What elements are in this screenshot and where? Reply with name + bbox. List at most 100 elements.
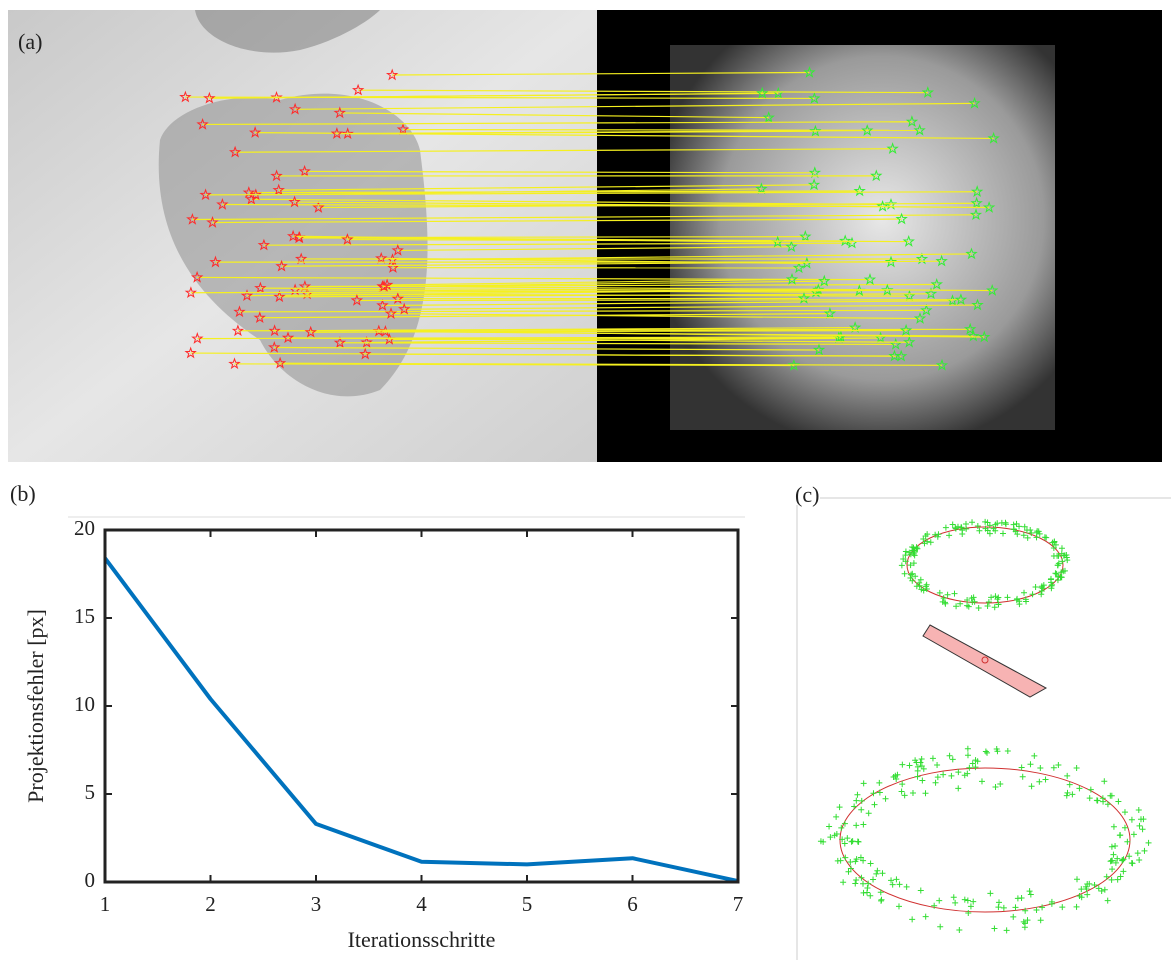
cloud-point <box>1058 574 1065 581</box>
feature-point <box>876 199 889 212</box>
cloud-point <box>1069 791 1076 798</box>
x-tick-label: 3 <box>311 892 322 916</box>
feature-point <box>762 111 775 123</box>
cloud-point <box>876 789 883 796</box>
cloud-point <box>1087 786 1094 793</box>
cloud-point <box>917 759 924 766</box>
cloud-point <box>901 792 908 799</box>
cloud-point <box>984 749 991 756</box>
feature-point <box>203 91 216 104</box>
match-line <box>347 238 909 243</box>
cloud-point <box>1135 807 1142 814</box>
cloud-point <box>909 544 916 551</box>
x-tick-label: 4 <box>416 892 427 916</box>
cloud-point <box>1037 764 1044 771</box>
cloud-point <box>1120 856 1127 863</box>
cloud-point <box>853 822 860 829</box>
cloud-point <box>937 923 944 930</box>
feature-point <box>889 337 902 350</box>
cloud-point <box>1022 907 1029 914</box>
feature-point <box>930 277 943 290</box>
feature-point <box>970 196 983 209</box>
cloud-point <box>929 755 936 762</box>
feature-point <box>351 83 365 96</box>
cloud-point <box>1110 823 1117 830</box>
cloud-point <box>1050 764 1057 771</box>
cloud-point <box>995 601 1002 608</box>
point-cloud <box>817 518 1152 934</box>
cloud-point <box>1010 913 1017 920</box>
cloud-point <box>1084 891 1091 898</box>
feature-point <box>396 123 410 135</box>
cloud-point <box>1003 927 1010 934</box>
cloud-point <box>955 785 962 792</box>
cloud-point <box>992 527 999 534</box>
cloud-point <box>1058 545 1065 552</box>
cloud-point <box>1024 917 1031 924</box>
feature-point <box>281 331 295 344</box>
feature-point <box>982 200 996 213</box>
cloud-point <box>910 547 917 554</box>
cloud-point <box>833 813 840 820</box>
cloud-point <box>956 927 963 934</box>
y-axis-label: Projektionsfehler [px] <box>23 609 48 803</box>
cloud-point <box>955 769 962 776</box>
feature-point <box>787 358 801 371</box>
feature-point <box>924 287 938 300</box>
cloud-point <box>912 573 919 580</box>
match-line <box>339 342 896 346</box>
cloud-point <box>985 599 992 606</box>
cloud-point <box>1058 550 1065 557</box>
match-line <box>239 309 927 313</box>
cloud-point <box>921 540 928 547</box>
feature-point <box>240 289 254 302</box>
cloud-point <box>1064 772 1071 779</box>
cloud-point <box>1124 838 1131 845</box>
cloud-point <box>913 583 920 590</box>
feature-point <box>179 90 192 103</box>
feature-matches <box>179 65 1000 371</box>
cloud-point <box>1109 866 1116 873</box>
cloud-point <box>851 803 858 810</box>
feature-point <box>808 166 822 179</box>
match-line <box>274 327 856 332</box>
cloud-point <box>1004 594 1011 601</box>
cloud-point <box>911 552 918 559</box>
cloud-point <box>1066 781 1073 788</box>
cloud-point <box>889 881 896 888</box>
feature-point <box>895 212 908 225</box>
cloud-point <box>932 779 939 786</box>
cloud-point <box>1082 883 1089 890</box>
feature-point <box>903 335 916 348</box>
feature-point <box>249 188 262 201</box>
cloud-point <box>1064 789 1071 796</box>
cloud-point <box>992 521 999 528</box>
cloud-point <box>1054 562 1061 569</box>
cloud-point <box>1043 534 1050 541</box>
projected-circle <box>839 767 1131 913</box>
cloud-point <box>969 599 976 606</box>
feature-point <box>184 346 197 359</box>
feature-point <box>969 208 983 221</box>
cloud-point <box>899 761 906 768</box>
cloud-point <box>860 780 867 787</box>
x-tick-label: 2 <box>205 892 216 916</box>
cloud-point <box>898 788 905 795</box>
cloud-point <box>934 774 941 781</box>
cloud-point <box>852 880 859 887</box>
feature-point <box>935 358 949 371</box>
match-line <box>365 353 895 357</box>
panel-label: (a) <box>18 29 42 54</box>
match-line <box>310 329 907 333</box>
cloud-point <box>946 752 953 759</box>
cloud-point <box>949 756 956 763</box>
feature-point <box>209 255 222 268</box>
cloud-point <box>978 778 985 785</box>
feature-point <box>206 215 219 228</box>
cloud-point <box>1119 857 1126 864</box>
cloud-point <box>974 523 981 530</box>
feature-point <box>803 65 816 78</box>
x-tick-label: 6 <box>627 892 638 916</box>
cloud-point <box>982 518 989 525</box>
cloud-point <box>854 791 861 798</box>
